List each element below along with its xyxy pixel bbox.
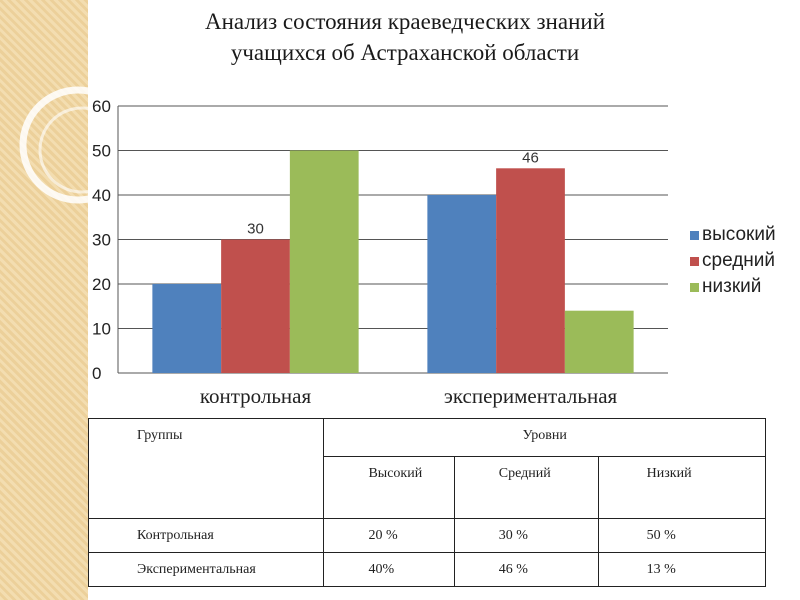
subheader-high: Высокий bbox=[368, 466, 423, 481]
row-group: Контрольная bbox=[137, 528, 214, 543]
results-table: Группы Уровни Высокий Средний Низкий Кон… bbox=[87, 418, 767, 587]
bar-0-1 bbox=[427, 195, 497, 373]
subheader-medium: Средний bbox=[498, 466, 551, 481]
bars bbox=[152, 150, 634, 373]
y-tick-label: 20 bbox=[92, 275, 111, 294]
x-axis-ticks: контрольная экспериментальная bbox=[200, 384, 618, 408]
data-label: 46 bbox=[522, 149, 539, 166]
legend-label: средний bbox=[702, 250, 776, 271]
subheader-low-cell: Низкий bbox=[597, 456, 767, 519]
table-row: Экспериментальная 40% 46 % 13 % bbox=[87, 552, 767, 587]
data-label: 30 bbox=[247, 221, 264, 238]
legend-label: низкий bbox=[702, 276, 762, 297]
row-value-low: 13 % bbox=[646, 562, 676, 577]
chart-title: Анализ состояния краеведческих знаний уч… bbox=[100, 6, 710, 68]
header-levels-cell: Уровни bbox=[323, 418, 766, 457]
y-tick-label: 40 bbox=[92, 186, 111, 205]
subheader-low: Низкий bbox=[646, 466, 692, 481]
header-groups-cell: Группы bbox=[87, 418, 325, 519]
decorative-circles bbox=[19, 86, 88, 204]
row-group: Экспериментальная bbox=[137, 562, 256, 577]
subheader-high-cell: Высокий bbox=[323, 456, 455, 519]
row-value-cell: 30 % bbox=[453, 518, 599, 553]
row-value-cell: 50 % bbox=[597, 518, 767, 553]
decorative-strip bbox=[0, 0, 88, 600]
table-row: Контрольная 20 % 30 % 50 % bbox=[87, 518, 767, 553]
x-tick-label: экспериментальная bbox=[444, 384, 618, 408]
y-tick-label: 30 bbox=[92, 231, 111, 250]
bar-2-1 bbox=[564, 310, 634, 373]
y-tick-label: 0 bbox=[92, 364, 101, 383]
row-value-cell: 46 % bbox=[453, 552, 599, 587]
header-groups: Группы bbox=[137, 428, 183, 443]
bar-1-0 bbox=[221, 239, 290, 373]
row-value-high: 20 % bbox=[368, 528, 398, 543]
legend-item: высокий bbox=[690, 222, 776, 248]
title-line-2: учащихся об Астраханской области bbox=[230, 40, 580, 65]
row-value-high: 40% bbox=[368, 562, 395, 577]
y-axis-ticks: 0 10 20 30 40 50 60 bbox=[92, 97, 111, 383]
y-tick-label: 60 bbox=[92, 97, 111, 116]
bar-chart: 0 10 20 30 40 50 60 30 46 контрольная эксперимен… bbox=[92, 97, 668, 408]
y-tick-label: 50 bbox=[92, 142, 111, 161]
bar-0-0 bbox=[152, 284, 222, 373]
legend: высокий средний низкий bbox=[690, 222, 776, 300]
legend-item: средний bbox=[690, 248, 776, 274]
bar-1-1 bbox=[496, 168, 565, 373]
legend-item: низкий bbox=[690, 274, 776, 300]
bar-2-0 bbox=[289, 150, 359, 373]
row-value-low: 50 % bbox=[646, 528, 676, 543]
subheader-medium-cell: Средний bbox=[453, 456, 599, 519]
legend-swatch bbox=[690, 230, 699, 240]
header-levels: Уровни bbox=[522, 428, 567, 443]
row-group-cell: Экспериментальная bbox=[87, 552, 325, 587]
legend-label: высокий bbox=[702, 224, 776, 245]
x-tick-label: контрольная bbox=[200, 384, 312, 408]
row-value-medium: 30 % bbox=[498, 528, 528, 543]
row-value-cell: 40% bbox=[323, 552, 455, 587]
row-value-cell: 13 % bbox=[597, 552, 767, 587]
row-value-medium: 46 % bbox=[498, 562, 528, 577]
data-labels: 30 46 bbox=[247, 149, 539, 237]
y-tick-label: 10 bbox=[92, 320, 111, 339]
row-group-cell: Контрольная bbox=[87, 518, 325, 553]
title-line-1: Анализ состояния краеведческих знаний bbox=[204, 9, 606, 34]
legend-swatch bbox=[690, 256, 699, 266]
row-value-cell: 20 % bbox=[323, 518, 455, 553]
legend-swatch bbox=[690, 282, 699, 292]
